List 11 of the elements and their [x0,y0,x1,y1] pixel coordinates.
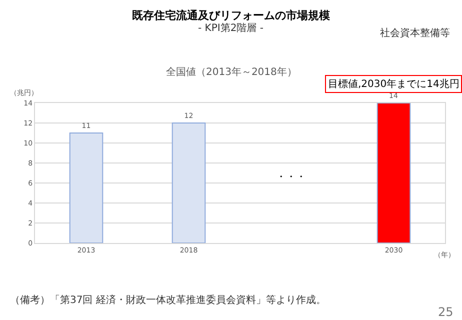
text: 25 [438,305,454,319]
text: 目標値,2030年までに14兆円 [328,78,460,90]
bar [172,122,206,243]
chart-subtitle: - KPI第2階層 - [198,22,264,34]
text: 社会資本整備等 [380,27,450,39]
bar [376,103,411,243]
annotation: ・・・ [276,172,306,183]
chart-title: 既存住宅流通及びリフォームの市場規模 [132,9,331,22]
bar [69,132,104,243]
text: 全国値（2013年～2018年） [166,66,297,78]
text: （備考）「第37回 経済・財政一体改革推進委員会資料」等より作成。 [10,294,326,306]
